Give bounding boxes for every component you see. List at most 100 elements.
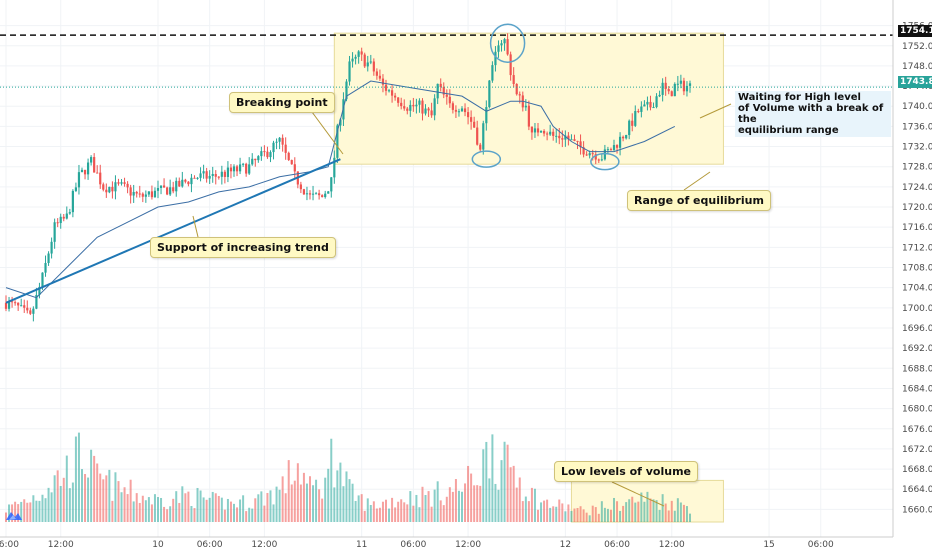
candle-body <box>20 305 23 307</box>
volume-bar <box>242 495 245 522</box>
price-tick-label: 1684.0 <box>902 384 932 394</box>
candle-body <box>126 183 129 188</box>
volume-bar <box>26 502 29 522</box>
support-trend-pointer <box>192 215 199 238</box>
candle-body <box>159 185 163 189</box>
volume-bar <box>427 491 430 522</box>
volume-bar <box>579 506 582 522</box>
candle-body <box>631 120 634 126</box>
volume-bar <box>208 497 211 522</box>
candle-body <box>202 171 205 174</box>
candle-body <box>238 164 242 172</box>
candle-body <box>561 138 564 140</box>
candle-body <box>248 164 251 174</box>
candle-body <box>609 149 613 151</box>
candle-body <box>655 96 658 108</box>
candle-body <box>397 97 400 103</box>
candle-body <box>156 188 160 191</box>
volume-bar <box>269 490 272 522</box>
candle-body <box>266 151 269 158</box>
volume-bar <box>485 441 488 522</box>
candle-body <box>463 108 467 113</box>
volume-bar <box>339 462 342 522</box>
candle-body <box>585 154 588 156</box>
candle-body <box>454 109 458 112</box>
candle-body <box>673 83 676 97</box>
candle-body <box>530 126 534 133</box>
volume-bar <box>567 504 570 522</box>
candle-body <box>44 262 47 273</box>
candle-body <box>427 108 430 111</box>
volume-bar <box>166 509 169 522</box>
candle-body <box>208 175 211 179</box>
candle-body <box>17 302 20 306</box>
candle-body <box>147 191 150 195</box>
time-tick-label: 06:00 <box>604 540 630 550</box>
candle-body <box>190 177 193 185</box>
candle-body <box>390 90 394 96</box>
volume-bar <box>160 497 163 522</box>
candle-body <box>169 187 172 195</box>
candle-body <box>448 96 451 104</box>
candle-body <box>679 80 682 84</box>
volume-bar <box>275 486 278 522</box>
candle-body <box>363 54 366 67</box>
volume-bar <box>461 491 463 522</box>
candle-body <box>506 39 509 55</box>
volume-bar <box>90 449 93 522</box>
volume-bar <box>105 475 108 522</box>
candle-body <box>226 167 230 177</box>
volume-bar <box>646 491 649 522</box>
price-tick-label: 1696.0 <box>902 324 932 334</box>
candle-body <box>108 186 111 193</box>
price-tick-label: 1732.0 <box>902 143 932 153</box>
volume-bar <box>585 512 588 522</box>
candle-body <box>178 180 181 187</box>
candle-body <box>96 172 99 174</box>
volume-bar <box>375 508 378 522</box>
candle-body <box>162 185 166 188</box>
volume-bar <box>144 500 147 522</box>
price-tick-label: 1752.0 <box>902 42 932 52</box>
volume-bar <box>14 501 17 522</box>
highlight-circle <box>471 150 502 168</box>
volume-bar <box>59 485 62 522</box>
candle-body <box>14 302 17 304</box>
support-trend-callout: Support of increasing trend <box>150 237 336 258</box>
price-tick-label: 1680.0 <box>902 405 932 415</box>
volume-bar <box>5 512 7 522</box>
volume-bar <box>199 490 202 522</box>
candle-body <box>135 191 138 194</box>
volume-bar <box>348 479 351 522</box>
volume-bar <box>153 494 156 522</box>
volume-bar <box>357 495 360 522</box>
volume-bar <box>372 501 375 522</box>
volume-bar <box>254 498 257 522</box>
candle-body <box>515 83 518 95</box>
candle-body <box>482 123 485 150</box>
volume-bar <box>670 500 673 522</box>
volume-bar <box>84 474 87 522</box>
candle-body <box>412 104 415 107</box>
candle-body <box>4 302 8 309</box>
candle-body <box>314 193 318 195</box>
volume-bar <box>606 508 609 522</box>
price-tick-label: 1708.0 <box>902 264 932 274</box>
candle-body <box>542 130 546 134</box>
candle-body <box>354 56 357 59</box>
volume-bar <box>673 510 676 522</box>
candle-body <box>688 83 692 86</box>
volume-bar <box>93 455 96 522</box>
candle-body <box>229 167 233 172</box>
volume-bar <box>135 493 138 522</box>
volume-bar <box>229 501 232 522</box>
volume-bar <box>549 507 552 522</box>
tradingview-logo-icon[interactable] <box>5 508 23 522</box>
highlight-circle <box>590 152 620 171</box>
candle-body <box>144 194 147 197</box>
candle-body <box>615 145 619 148</box>
volume-bar <box>564 511 567 522</box>
volume-bar <box>582 509 585 522</box>
candle-body <box>281 137 284 145</box>
